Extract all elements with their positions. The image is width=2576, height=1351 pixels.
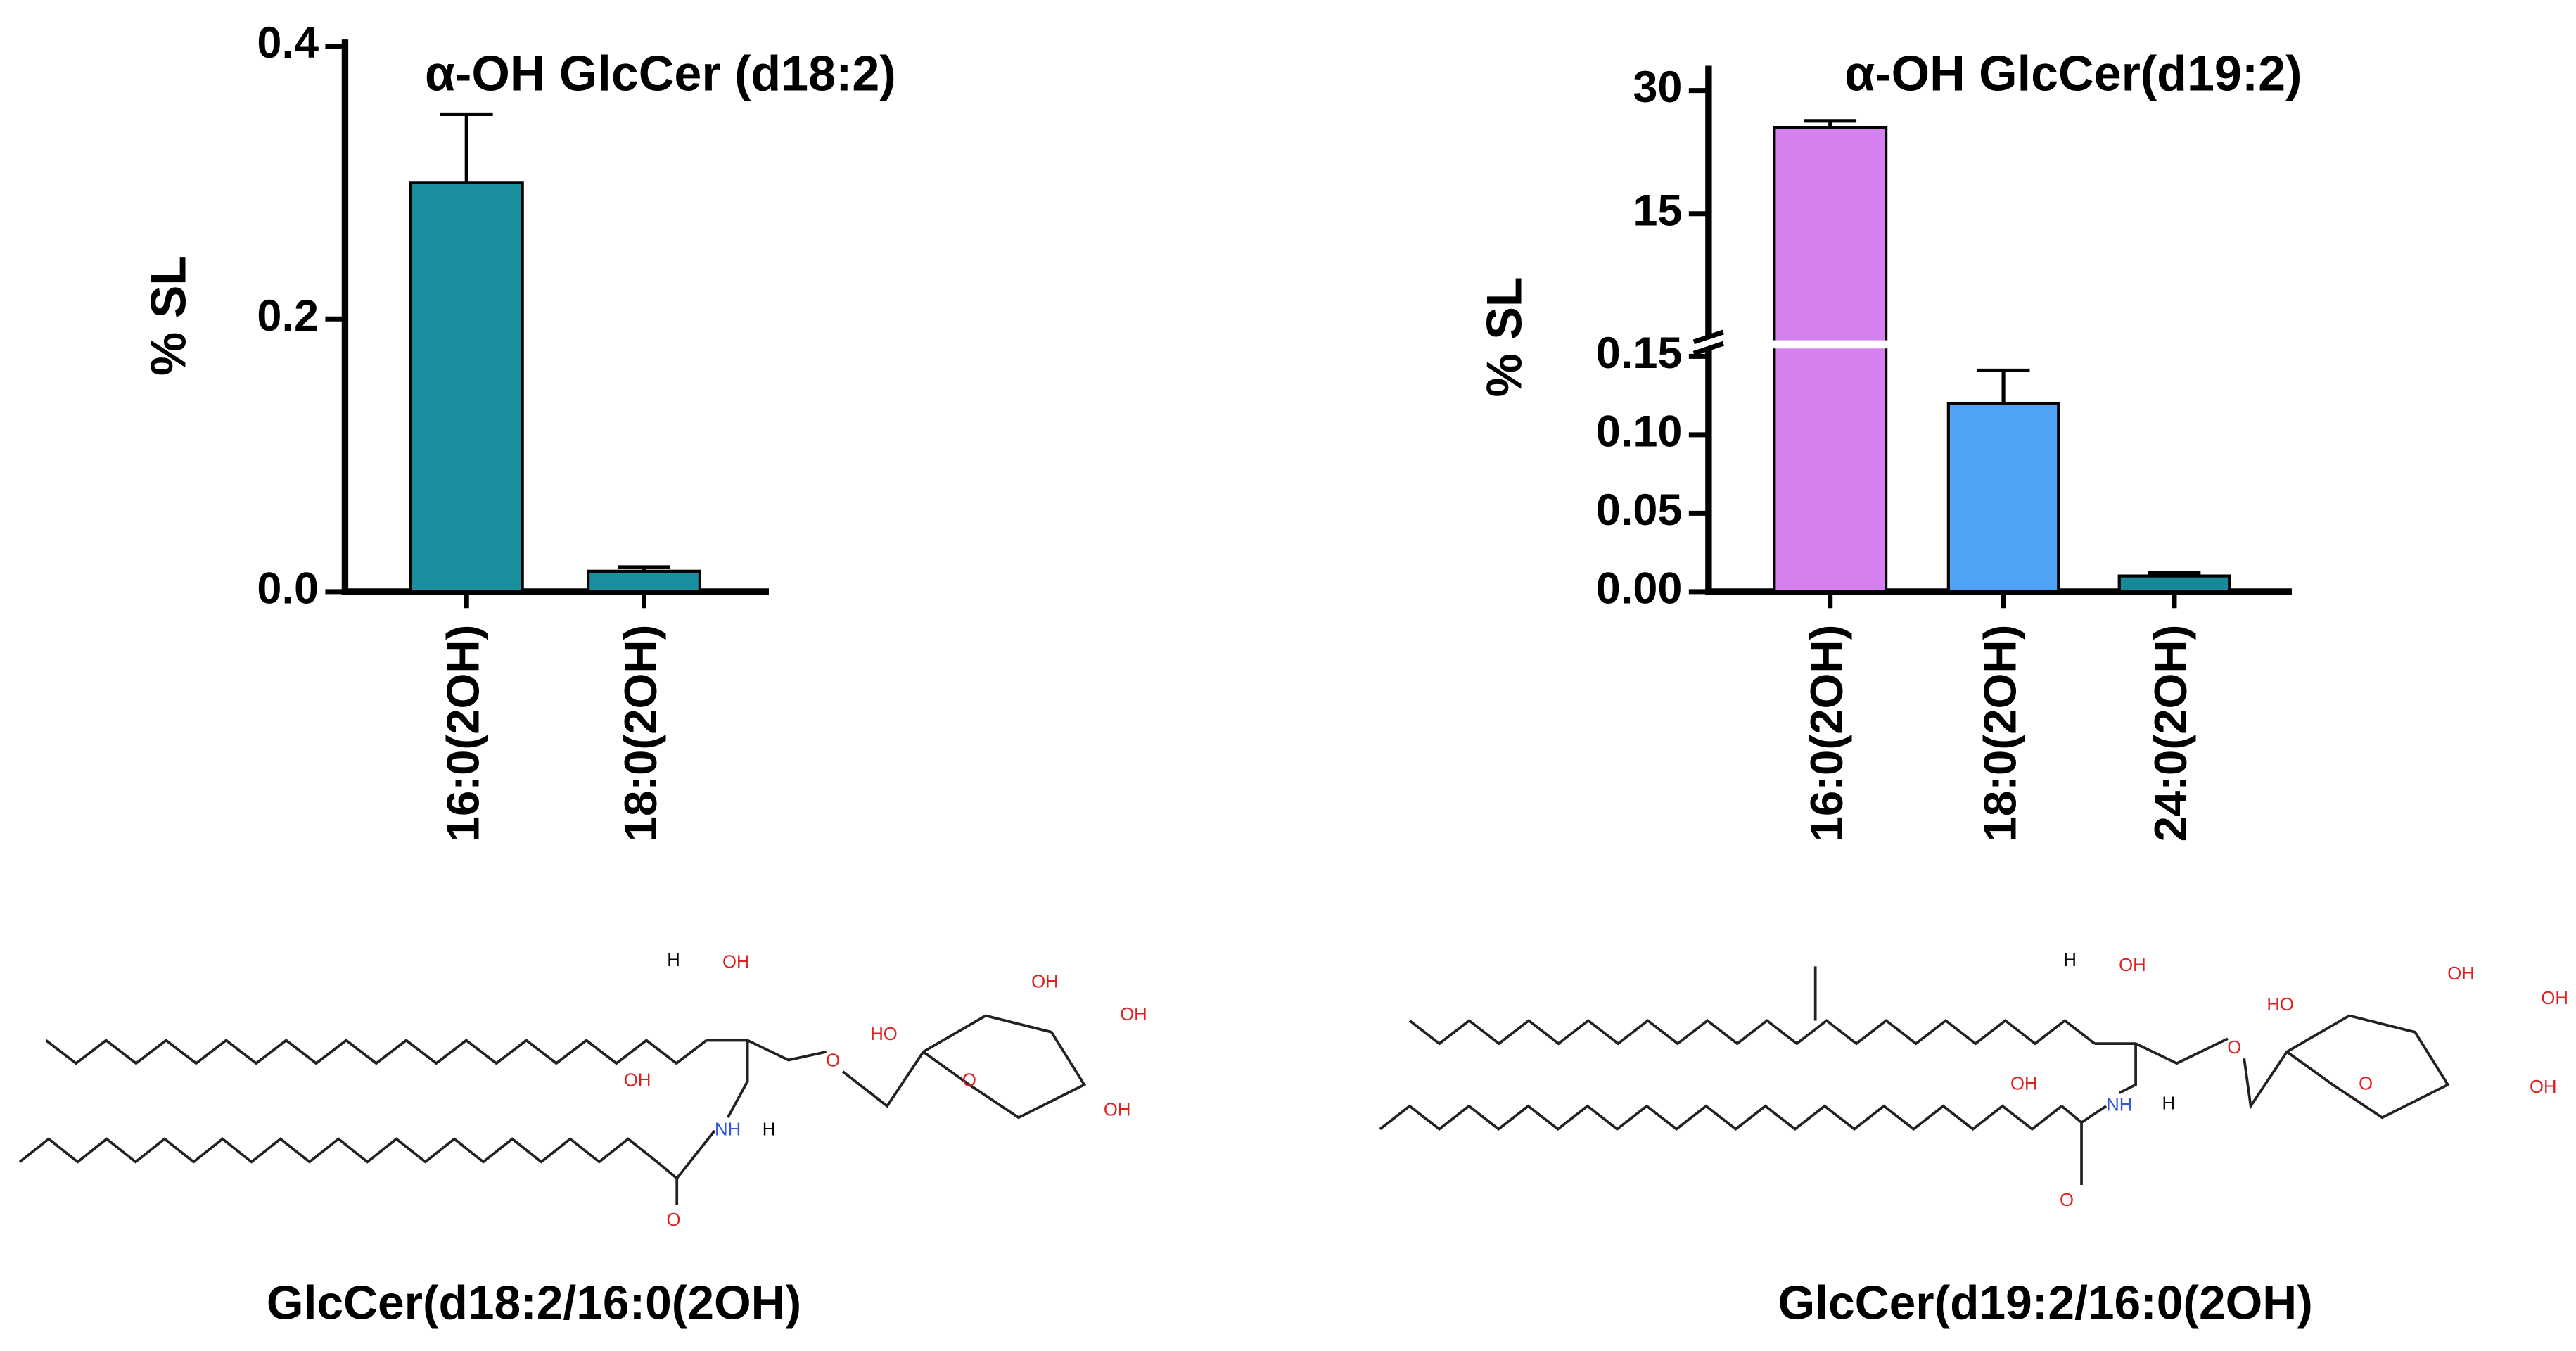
structure-caption: GlcCer(d18:2/16:0(2OH) — [267, 1277, 801, 1330]
error-bar — [618, 565, 670, 571]
atom-label: NH — [2106, 1096, 2132, 1115]
x-tick-label: 18:0(2OH) — [615, 625, 666, 842]
error-bar — [1977, 368, 2030, 404]
atom-label: OH — [2447, 964, 2475, 984]
y-tick-label: 0.05 — [1596, 486, 1683, 535]
y-tick-label: 15 — [1633, 186, 1682, 235]
atom-label: OH — [2530, 1077, 2557, 1097]
atom-label: OH — [2010, 1074, 2038, 1093]
atom-label: O — [667, 1210, 681, 1230]
bond — [2080, 1105, 2108, 1124]
atom-label: O — [826, 1051, 840, 1071]
atom-label: OH — [1120, 1005, 1147, 1025]
bond — [2094, 1037, 2229, 1065]
atom-label: H — [2162, 1093, 2176, 1113]
bar — [1946, 402, 2060, 593]
structure-caption: GlcCer(d19:2/16:0(2OH) — [1778, 1277, 2313, 1330]
bond — [1408, 1019, 2096, 1046]
chart-title: α-OH GlcCer (d18:2) — [425, 46, 896, 101]
atom-label: H — [667, 951, 680, 970]
bar — [1773, 126, 1888, 593]
bond — [1379, 1104, 2063, 1131]
y-tick-label: 0.10 — [1596, 407, 1683, 457]
error-bar — [2148, 571, 2201, 576]
atom-label: HO — [870, 1025, 898, 1044]
bond — [675, 1129, 716, 1179]
atom-label: OH — [1031, 972, 1059, 992]
bond — [656, 1160, 679, 1205]
atom-label: O — [962, 1071, 976, 1091]
x-tick-label: 18:0(2OH) — [1974, 625, 2025, 842]
axis-break — [1692, 341, 1725, 356]
bond — [706, 1039, 827, 1062]
x-tick-label: 16:0(2OH) — [1801, 625, 1852, 842]
atom-label: O — [2359, 1074, 2373, 1093]
bond — [2118, 1044, 2137, 1094]
atom-label: OH — [2541, 989, 2568, 1008]
bar — [586, 569, 702, 593]
atom-label: HO — [2266, 995, 2294, 1015]
bond — [726, 1040, 749, 1119]
x-tick-label: 16:0(2OH) — [438, 625, 489, 842]
atom-label: NH — [715, 1120, 741, 1140]
bond — [18, 1137, 658, 1164]
atom-label: O — [2060, 1191, 2074, 1210]
x-tick-label: 24:0(2OH) — [2145, 625, 2196, 842]
y-tick-label: 0.2 — [257, 291, 319, 341]
atom-label: OH — [722, 952, 750, 972]
y-tick-label: 0.4 — [257, 18, 319, 68]
y-axis-label: % SL — [141, 255, 196, 376]
axis-break — [1692, 329, 1725, 345]
atom-label: H — [2063, 951, 2077, 970]
atom-label: H — [763, 1120, 776, 1140]
atom-label: OH — [2119, 956, 2146, 975]
bond — [841, 1014, 1087, 1120]
atom-label: OH — [1104, 1101, 1131, 1120]
error-bar — [1804, 119, 1857, 128]
bond — [45, 1039, 708, 1065]
bond — [2243, 1014, 2450, 1120]
bar — [409, 181, 524, 593]
bond — [2060, 1105, 2083, 1185]
atom-label: OH — [624, 1071, 651, 1091]
chart-title: α-OH GlcCer(d19:2) — [1844, 46, 2302, 101]
y-tick-label: 0.15 — [1596, 329, 1683, 378]
bar-break — [1771, 340, 1889, 349]
y-tick-label: 30 — [1633, 63, 1682, 112]
y-tick-label: 0.0 — [257, 564, 319, 614]
error-bar — [440, 112, 493, 183]
y-tick-label: 0.00 — [1596, 564, 1683, 614]
atom-label: O — [2227, 1038, 2241, 1058]
bar — [2117, 574, 2231, 593]
y-axis-label: % SL — [1477, 277, 1531, 397]
